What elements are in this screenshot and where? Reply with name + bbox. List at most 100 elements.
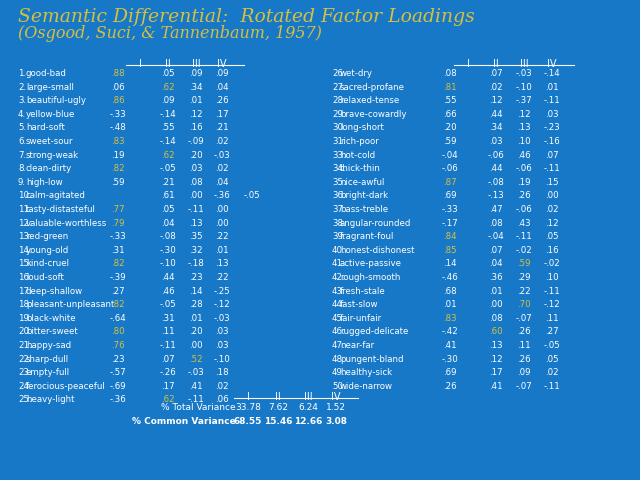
Text: .01: .01: [545, 83, 559, 92]
Text: .34: .34: [489, 123, 503, 132]
Text: .35: .35: [189, 232, 203, 241]
Text: .82: .82: [111, 300, 125, 309]
Text: .70: .70: [517, 300, 531, 309]
Text: .62: .62: [161, 83, 175, 92]
Text: .12: .12: [189, 110, 203, 119]
Text: .18: .18: [215, 368, 229, 377]
Text: strong-weak: strong-weak: [26, 151, 79, 159]
Text: .46: .46: [517, 151, 531, 159]
Text: 7.62: 7.62: [268, 403, 288, 412]
Text: tasty-distasteful: tasty-distasteful: [26, 205, 96, 214]
Text: ferocious-peaceful: ferocious-peaceful: [26, 382, 106, 391]
Text: .02: .02: [489, 83, 503, 92]
Text: .81: .81: [443, 83, 457, 92]
Text: 25.: 25.: [18, 396, 31, 404]
Text: .05: .05: [545, 355, 559, 364]
Text: 29.: 29.: [332, 110, 346, 119]
Text: -.39: -.39: [109, 273, 126, 282]
Text: .21: .21: [215, 123, 229, 132]
Text: empty-full: empty-full: [26, 368, 70, 377]
Text: .11: .11: [161, 327, 175, 336]
Text: -.02: -.02: [516, 246, 532, 255]
Text: 12.66: 12.66: [294, 417, 322, 426]
Text: .31: .31: [111, 246, 125, 255]
Text: heavy-light: heavy-light: [26, 396, 74, 404]
Text: .41: .41: [489, 382, 503, 391]
Text: .19: .19: [111, 151, 125, 159]
Text: bass-treble: bass-treble: [340, 205, 388, 214]
Text: -.04: -.04: [488, 232, 504, 241]
Text: IV: IV: [332, 392, 340, 402]
Text: .06: .06: [215, 396, 229, 404]
Text: .15: .15: [545, 178, 559, 187]
Text: -.06: -.06: [442, 164, 458, 173]
Text: -.33: -.33: [109, 110, 126, 119]
Text: active-passive: active-passive: [340, 259, 402, 268]
Text: near-far: near-far: [340, 341, 374, 350]
Text: -.11: -.11: [543, 96, 561, 105]
Text: -.33: -.33: [109, 232, 126, 241]
Text: happy-sad: happy-sad: [26, 341, 71, 350]
Text: .47: .47: [489, 205, 503, 214]
Text: honest-dishonest: honest-dishonest: [340, 246, 415, 255]
Text: .41: .41: [189, 382, 203, 391]
Text: .22: .22: [517, 287, 531, 296]
Text: black-white: black-white: [26, 314, 76, 323]
Text: .02: .02: [215, 137, 229, 146]
Text: fresh-stale: fresh-stale: [340, 287, 386, 296]
Text: beautiful-ugly: beautiful-ugly: [26, 96, 86, 105]
Text: .82: .82: [111, 164, 125, 173]
Text: % Common Variance: % Common Variance: [132, 417, 236, 426]
Text: 19.: 19.: [18, 314, 31, 323]
Text: .41: .41: [443, 341, 457, 350]
Text: .13: .13: [489, 341, 503, 350]
Text: 24.: 24.: [18, 382, 31, 391]
Text: .55: .55: [161, 123, 175, 132]
Text: -.03: -.03: [188, 368, 204, 377]
Text: loud-soft: loud-soft: [26, 273, 64, 282]
Text: -.05: -.05: [244, 192, 260, 201]
Text: 45.: 45.: [332, 314, 346, 323]
Text: .13: .13: [517, 123, 531, 132]
Text: .03: .03: [489, 137, 503, 146]
Text: bright-dark: bright-dark: [340, 192, 388, 201]
Text: .07: .07: [161, 355, 175, 364]
Text: 4.: 4.: [18, 110, 26, 119]
Text: .80: .80: [111, 327, 125, 336]
Text: .02: .02: [545, 368, 559, 377]
Text: 30.: 30.: [332, 123, 346, 132]
Text: .29: .29: [517, 273, 531, 282]
Text: III: III: [520, 59, 528, 69]
Text: .00: .00: [489, 300, 503, 309]
Text: .09: .09: [189, 69, 203, 78]
Text: 5.: 5.: [18, 123, 26, 132]
Text: I: I: [246, 392, 250, 402]
Text: rugged-delicate: rugged-delicate: [340, 327, 408, 336]
Text: .12: .12: [517, 110, 531, 119]
Text: .02: .02: [215, 164, 229, 173]
Text: .22: .22: [215, 232, 229, 241]
Text: fair-unfair: fair-unfair: [340, 314, 382, 323]
Text: -.23: -.23: [543, 123, 561, 132]
Text: deep-shallow: deep-shallow: [26, 287, 83, 296]
Text: pleasant-unpleasant: pleasant-unpleasant: [26, 300, 115, 309]
Text: -.64: -.64: [109, 314, 126, 323]
Text: -.17: -.17: [442, 218, 458, 228]
Text: .20: .20: [189, 327, 203, 336]
Text: -.14: -.14: [159, 137, 177, 146]
Text: 14.: 14.: [18, 246, 31, 255]
Text: 42.: 42.: [332, 273, 346, 282]
Text: 13.: 13.: [18, 232, 31, 241]
Text: (Osgood, Suci, & Tannenbaum, 1957): (Osgood, Suci, & Tannenbaum, 1957): [18, 25, 322, 42]
Text: .31: .31: [161, 314, 175, 323]
Text: -.08: -.08: [159, 232, 177, 241]
Text: -.11: -.11: [543, 382, 561, 391]
Text: .04: .04: [161, 218, 175, 228]
Text: .07: .07: [489, 69, 503, 78]
Text: 16.: 16.: [18, 273, 31, 282]
Text: .01: .01: [189, 96, 203, 105]
Text: .82: .82: [111, 259, 125, 268]
Text: 1.: 1.: [18, 69, 26, 78]
Text: -.06: -.06: [516, 205, 532, 214]
Text: .59: .59: [517, 259, 531, 268]
